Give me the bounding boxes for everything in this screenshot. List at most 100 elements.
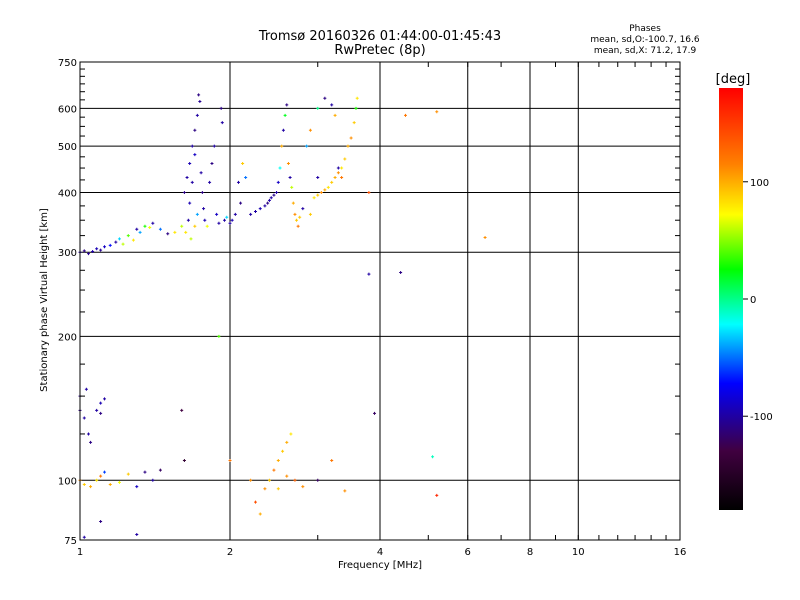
data-point: [215, 212, 219, 216]
data-point: [316, 193, 320, 197]
grid-lines: [80, 62, 680, 540]
data-point: [188, 201, 192, 205]
data-point: [189, 237, 193, 241]
x-tick-label: 2: [227, 547, 233, 558]
data-point: [135, 485, 139, 489]
data-point: [84, 387, 88, 391]
data-point: [230, 218, 234, 222]
data-point: [316, 106, 320, 110]
chart-title: Tromsø 20160326 01:44:00-01:45:43: [258, 29, 501, 44]
data-point: [301, 207, 305, 211]
data-point: [253, 500, 257, 504]
data-point: [86, 252, 90, 256]
data-point: [217, 221, 221, 225]
data-point: [99, 411, 103, 415]
data-point: [244, 175, 248, 179]
data-point: [223, 218, 227, 222]
data-point: [190, 180, 194, 184]
data-point: [435, 110, 439, 114]
data-point: [263, 487, 267, 491]
data-point: [203, 218, 207, 222]
data-point: [202, 207, 206, 211]
data-point: [186, 218, 190, 222]
data-point: [283, 113, 287, 117]
data-point: [200, 190, 204, 194]
data-point: [199, 171, 203, 175]
data-point: [323, 96, 327, 100]
data-point: [239, 201, 243, 205]
data-point: [117, 480, 121, 484]
data-point: [151, 478, 155, 482]
data-point: [269, 196, 273, 200]
data-point: [188, 161, 192, 165]
data-point: [225, 215, 229, 219]
colorbar: [719, 88, 743, 510]
data-point: [95, 408, 99, 412]
data-point: [312, 196, 316, 200]
data-point: [285, 474, 289, 478]
data-point: [367, 190, 371, 194]
data-point: [483, 236, 487, 240]
data-point: [99, 474, 103, 478]
data-point: [272, 193, 276, 197]
data-point: [208, 180, 212, 184]
data-point: [288, 175, 292, 179]
data-point: [233, 212, 237, 216]
data-point: [126, 472, 130, 476]
data-point: [173, 230, 177, 234]
data-point: [210, 161, 214, 165]
phases-line-x: mean, sd,X: 71.2, 17.9: [594, 46, 697, 56]
data-point: [184, 230, 188, 234]
data-point: [267, 198, 271, 202]
data-point: [340, 166, 344, 170]
data-point: [354, 106, 358, 110]
data-point: [182, 190, 186, 194]
colorbar-tick-label: 100: [750, 178, 769, 189]
data-point: [219, 106, 223, 110]
data-point: [89, 485, 93, 489]
y-tick-label: 75: [64, 536, 77, 547]
data-point: [228, 221, 232, 225]
data-point: [151, 221, 155, 225]
data-point: [180, 224, 184, 228]
data-point: [280, 144, 284, 148]
data-point: [193, 128, 197, 132]
data-point: [185, 175, 189, 179]
data-point: [249, 478, 253, 482]
data-point: [131, 238, 135, 242]
data-point: [349, 136, 353, 140]
y-tick-label: 750: [58, 58, 77, 69]
data-point: [343, 157, 347, 161]
data-point: [308, 128, 312, 132]
y-tick-label: 100: [58, 476, 77, 487]
data-point: [212, 144, 216, 148]
data-point: [195, 212, 199, 216]
colorbar-tick-label: -100: [750, 412, 773, 423]
y-tick-label: 200: [58, 332, 77, 343]
data-point: [193, 224, 197, 228]
data-point: [138, 230, 142, 234]
y-tick-label: 300: [58, 248, 77, 259]
data-point: [316, 175, 320, 179]
data-point: [276, 180, 280, 184]
data-point: [272, 468, 276, 472]
data-point: [346, 144, 350, 148]
data-point: [355, 96, 359, 100]
data-point: [291, 201, 295, 205]
data-point: [158, 468, 162, 472]
data-point: [323, 188, 327, 192]
data-point: [166, 232, 170, 236]
y-tick-label: 500: [58, 142, 77, 153]
data-point: [228, 458, 232, 462]
colorbar-ticks: 100 0 -100: [743, 178, 773, 423]
x-tick-label: 1: [77, 547, 83, 558]
data-point: [182, 458, 186, 462]
data-point: [326, 185, 330, 189]
data-point: [258, 512, 262, 516]
chart-subtitle: RwPretec (8p): [334, 43, 425, 58]
data-point: [249, 212, 253, 216]
data-point: [275, 190, 279, 194]
data-point: [95, 478, 99, 482]
x-tick-label: 8: [527, 547, 533, 558]
data-point: [286, 161, 290, 165]
